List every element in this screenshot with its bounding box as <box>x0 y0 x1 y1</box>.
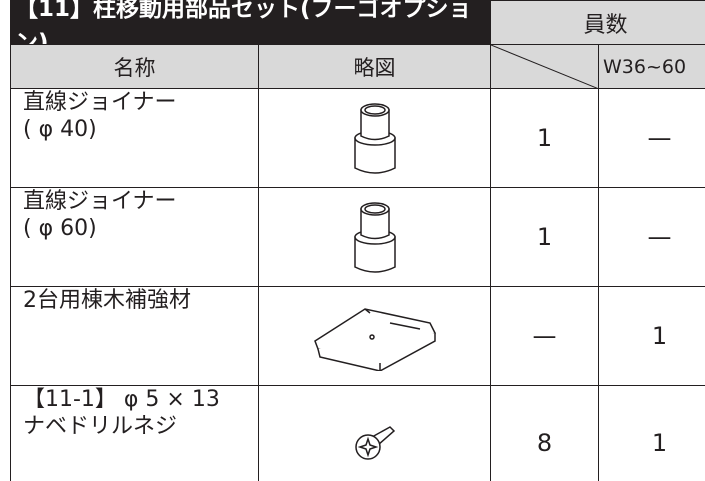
count-header: 員数 <box>490 0 705 45</box>
name-line: ナベドリルネジ <box>23 414 178 439</box>
name-line: ( φ 60) <box>23 216 97 241</box>
item-name: 直線ジョイナー( φ 60) <box>10 187 259 287</box>
item-name: 2台用棟木補強材 <box>10 286 259 386</box>
joiner-icon <box>353 202 396 273</box>
diagonal-cell <box>490 44 599 89</box>
column-header: 名称 <box>10 44 259 89</box>
item-figure <box>258 88 491 188</box>
item-figure <box>258 286 491 386</box>
item-count: 8 <box>490 385 599 481</box>
name-line: 直線ジョイナー <box>23 90 177 115</box>
item-count: 1 <box>490 187 599 287</box>
column-header: W36~60 <box>598 44 705 89</box>
item-count: 1 <box>598 286 705 386</box>
name-line: 【11-1】 φ 5 × 13 <box>23 387 220 412</box>
item-count: — <box>598 187 705 287</box>
name-line: ( φ 40) <box>23 117 97 142</box>
reinforcement-icon <box>313 308 436 371</box>
item-count: 1 <box>598 385 705 481</box>
diagonal <box>491 45 599 89</box>
item-count: 1 <box>490 88 599 188</box>
title-cell: 【11】柱移動用部品セット(フーゴオプション) <box>10 0 491 56</box>
column-header: 略図 <box>258 44 491 89</box>
joiner-icon <box>353 103 396 174</box>
item-count: — <box>490 286 599 386</box>
screw-icon <box>354 426 395 460</box>
item-figure <box>258 385 491 481</box>
item-name: 直線ジョイナー( φ 40) <box>10 88 259 188</box>
name-line: 2台用棟木補強材 <box>23 288 191 313</box>
item-count: — <box>598 88 705 188</box>
item-name: 【11-1】 φ 5 × 13 ナベドリルネジ <box>10 385 259 481</box>
name-line: 直線ジョイナー <box>23 189 177 214</box>
item-figure <box>258 187 491 287</box>
